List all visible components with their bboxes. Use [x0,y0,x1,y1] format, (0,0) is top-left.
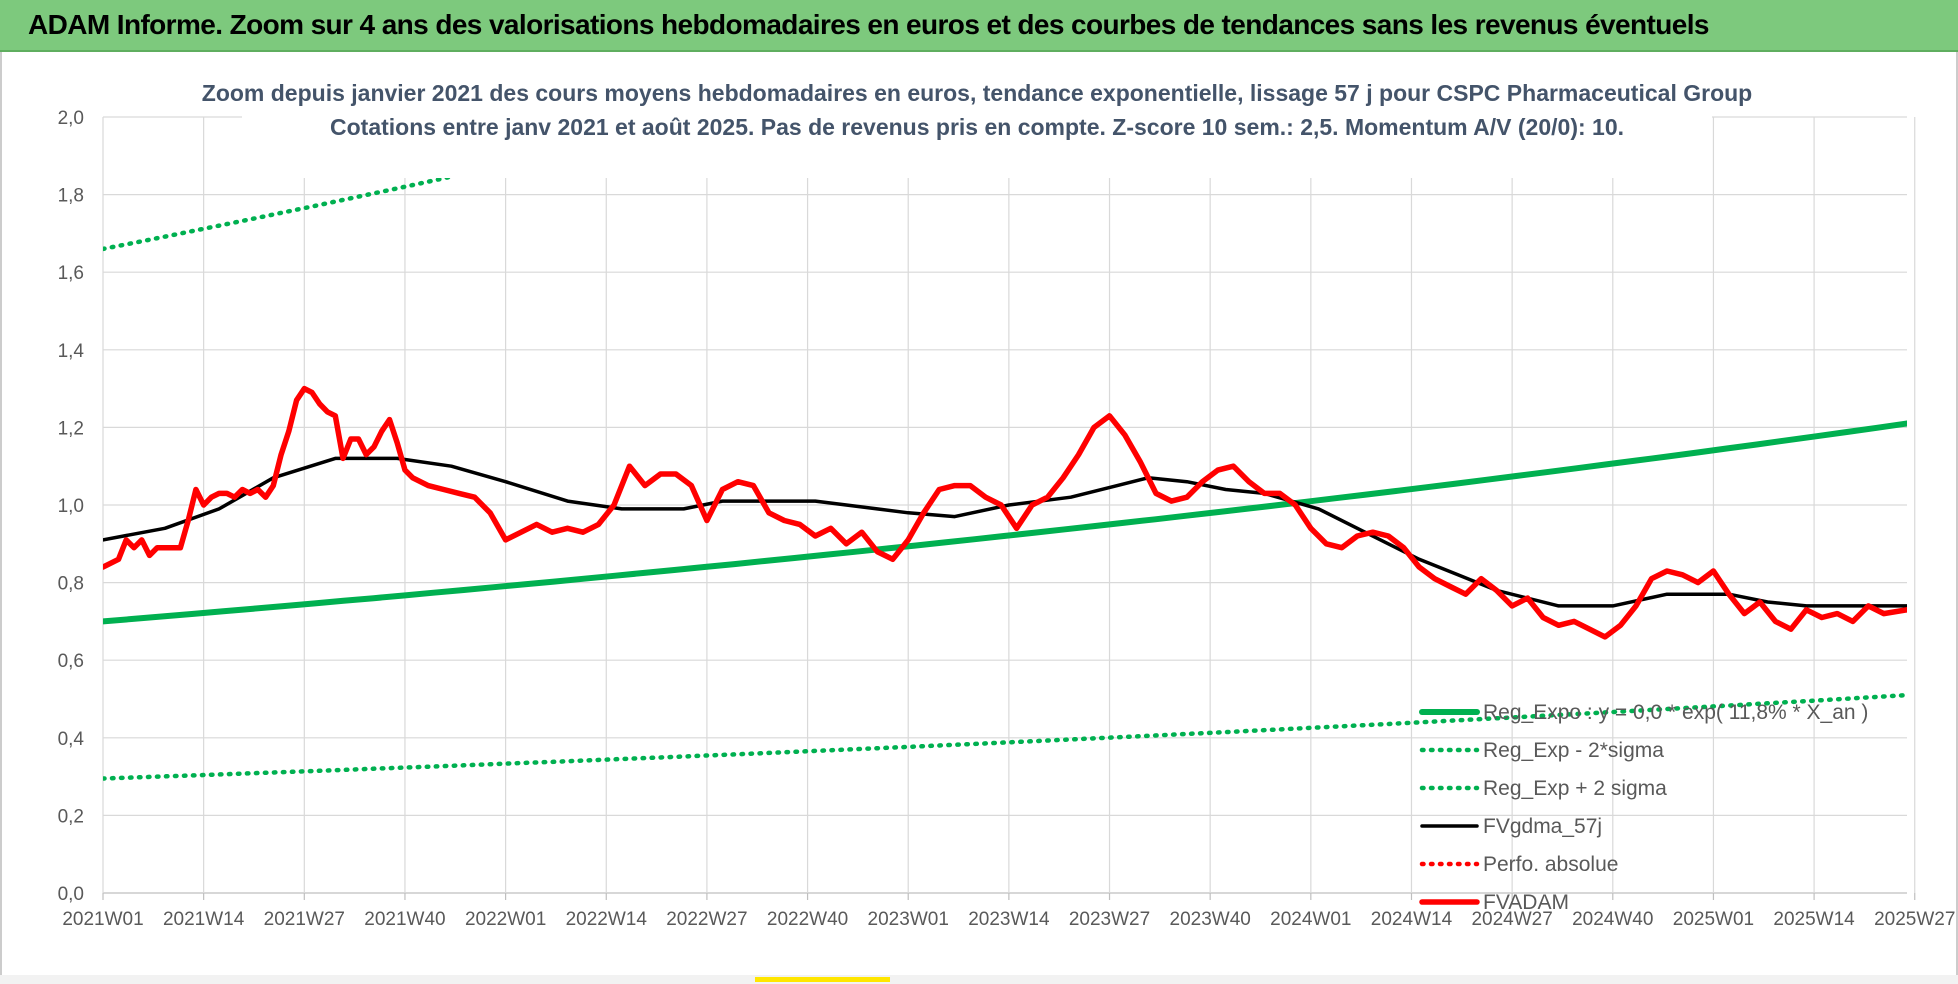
x-tick-label: 2022W40 [767,909,848,930]
x-tick-label: 2024W27 [1471,909,1552,930]
trend-line [103,420,1907,625]
x-tick-label: 2025W27 [1874,909,1955,930]
legend-label: Reg_Exp - 2*sigma [1483,739,1664,762]
page-title: ADAM Informe. Zoom sur 4 ans des valoris… [28,9,1709,40]
legend: Reg_Expo : y = 0,0 * exp( 11,8% * X_an )… [1419,701,1868,914]
y-tick-label: 1,8 [58,186,84,207]
y-tick-label: 0,2 [58,806,84,827]
legend-label: Reg_Exp + 2 sigma [1483,777,1667,800]
x-tick-label: 2023W01 [868,909,949,930]
upper-band-line [103,117,723,252]
x-tick-label: 2023W27 [1069,909,1150,930]
subtitle-background [242,78,1712,178]
x-tick-label: 2021W40 [364,909,445,930]
x-tick-label: 2022W14 [566,909,648,930]
x-tick-label: 2021W14 [163,909,245,930]
y-tick-label: 1,6 [58,263,84,284]
x-tick-label: 2021W27 [264,909,345,930]
x-tick-label: 2025W01 [1673,909,1754,930]
x-tick-label: 2024W01 [1270,909,1351,930]
x-tick-label: 2022W27 [666,909,747,930]
y-tick-label: 1,2 [58,418,84,439]
smoothed-line [103,456,1907,608]
bottom-bar [0,975,1958,984]
chart-canvas: Zoom depuis janvier 2021 des cours moyen… [58,78,1956,930]
x-tick-label: 2022W01 [465,909,546,930]
x-tick-label: 2023W14 [968,909,1050,930]
y-tick-label: 0,0 [58,884,84,905]
y-tick-label: 0,8 [58,574,84,595]
x-tick-label: 2021W01 [62,909,143,930]
chart-title: Zoom depuis janvier 2021 des cours moyen… [202,80,1752,106]
y-tick-label: 0,4 [58,729,85,750]
x-tick-label: 2024W14 [1371,909,1453,930]
y-tick-label: 0,6 [58,651,84,672]
legend-label: FVADAM [1483,891,1569,914]
axis-layer: 0,0 0,2 0,4 0,6 0,8 1,0 1,2 1,4 1,6 1,8 2,0 2021W01… [58,108,1956,930]
chart-subtitle: Cotations entre janv 2021 et août 2025. … [330,114,1624,140]
x-tick-label: 2025W14 [1773,909,1855,930]
bottom-accent [755,977,890,982]
lower-band-line [103,692,1907,781]
legend-label: Reg_Expo : y = 0,0 * exp( 11,8% * X_an ) [1483,701,1868,724]
y-tick-label: 2,0 [58,108,84,129]
series-layer [103,117,1907,781]
y-tick-label: 1,0 [58,496,84,517]
legend-label: FVgdma_57j [1483,815,1602,838]
x-tick-label: 2023W40 [1170,909,1251,930]
chart-frame: Zoom depuis janvier 2021 des cours moyen… [0,52,1958,984]
x-tick-label: 2024W40 [1572,909,1653,930]
price-line [103,385,1907,640]
header-bar: ADAM Informe. Zoom sur 4 ans des valoris… [0,0,1958,52]
y-tick-label: 1,4 [58,341,85,362]
legend-label: Perfo. absolue [1483,853,1618,876]
